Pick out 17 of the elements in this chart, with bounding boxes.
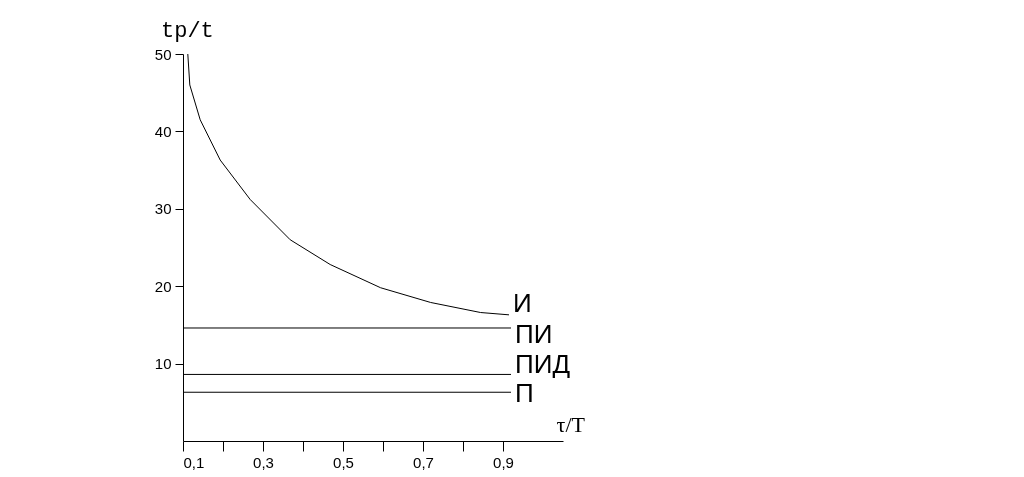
y-axis-title: tр/t bbox=[161, 19, 214, 44]
series-label: ПИ bbox=[515, 319, 553, 349]
series-label: ПИД bbox=[515, 349, 571, 380]
x-axis-title: τ/T bbox=[556, 412, 586, 437]
x-tick-label: 0,9 bbox=[493, 453, 514, 471]
y-tick-label: 40 bbox=[154, 122, 172, 140]
series-label: И bbox=[513, 287, 532, 318]
x-tick-label: 0,7 bbox=[413, 453, 434, 471]
y-tick-label: 30 bbox=[154, 200, 172, 218]
x-tick-label: 0,1 bbox=[183, 453, 205, 471]
series-label: П bbox=[515, 378, 534, 409]
x-tick-label: 0,3 bbox=[253, 453, 274, 471]
y-tick-label: 10 bbox=[154, 355, 172, 373]
x-tick-label: 0,5 bbox=[333, 453, 354, 471]
line-series bbox=[187, 53, 510, 316]
y-tick-label: 20 bbox=[154, 277, 172, 295]
y-tick-label: 50 bbox=[154, 45, 172, 63]
